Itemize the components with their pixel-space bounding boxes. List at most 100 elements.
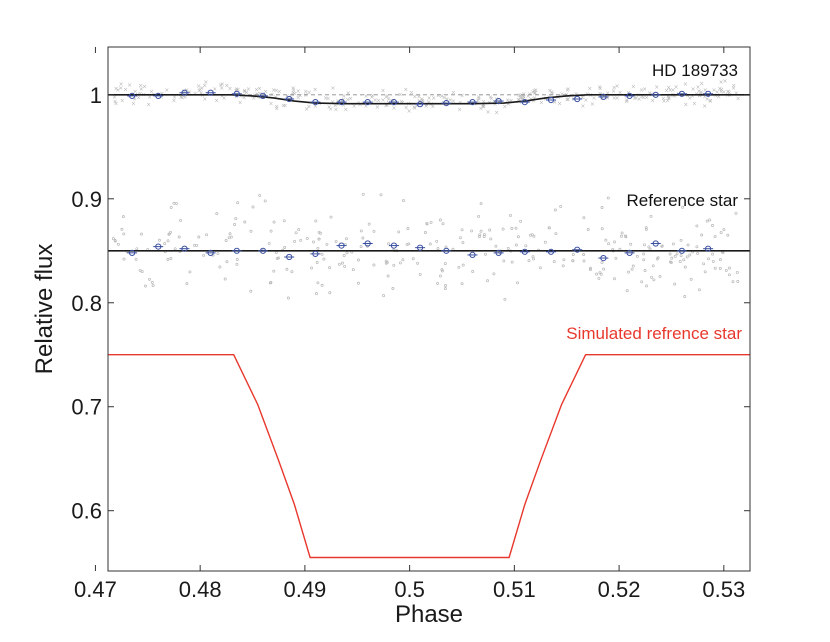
- raw-point-reference: [225, 260, 229, 264]
- raw-point-target: ×: [391, 105, 396, 112]
- raw-point-target: ×: [661, 96, 666, 103]
- raw-point-reference: [600, 261, 604, 264]
- raw-point-target: ×: [666, 85, 671, 92]
- raw-point-target: ×: [291, 85, 296, 92]
- raw-point-reference: [514, 243, 518, 247]
- raw-point-reference: [718, 258, 722, 262]
- raw-point-target: ×: [133, 88, 138, 95]
- raw-point-target: ×: [412, 105, 417, 112]
- raw-point-reference: [627, 270, 631, 274]
- raw-point-target: ×: [147, 94, 152, 101]
- raw-point-target: ×: [242, 95, 247, 102]
- binned-point: [286, 253, 293, 261]
- raw-point-reference: [461, 263, 465, 267]
- raw-point-reference: [502, 259, 506, 263]
- raw-point-target: ×: [112, 98, 117, 105]
- raw-point-reference: [397, 230, 401, 234]
- raw-point-reference: [385, 260, 389, 264]
- raw-point-reference: [506, 247, 510, 250]
- raw-point-target: ×: [543, 95, 548, 102]
- raw-point-reference: [269, 229, 273, 233]
- raw-point-target: ×: [633, 95, 638, 102]
- raw-point-reference: [696, 251, 700, 255]
- raw-point-target: ×: [142, 83, 147, 90]
- raw-point-reference: [470, 229, 474, 233]
- raw-point-reference: [516, 235, 520, 239]
- raw-point-reference: [695, 224, 699, 228]
- raw-point-reference: [673, 254, 677, 258]
- binned-point: [469, 251, 476, 258]
- raw-point-reference: [607, 242, 611, 246]
- raw-point-target: ×: [612, 95, 617, 102]
- raw-point-target: ×: [352, 103, 357, 110]
- raw-point-reference: [386, 274, 390, 278]
- raw-point-target: ×: [601, 92, 606, 99]
- raw-point-reference: [471, 270, 475, 273]
- raw-point-target: ×: [238, 93, 243, 100]
- raw-point-reference: [372, 229, 376, 233]
- binned-point: [469, 99, 476, 106]
- raw-point-reference: [509, 213, 512, 217]
- raw-point-target: ×: [478, 106, 483, 113]
- raw-point-reference: [361, 192, 365, 196]
- raw-point-reference: [243, 220, 247, 224]
- x-tick-label: 0.49: [283, 577, 326, 602]
- raw-point-reference: [367, 222, 371, 226]
- raw-point-target: ×: [277, 89, 282, 96]
- raw-point-reference: [489, 237, 493, 241]
- raw-point-reference: [282, 219, 286, 223]
- raw-point-reference: [351, 268, 355, 272]
- raw-point-target: ×: [494, 110, 499, 117]
- y-tick-label: 0.6: [71, 499, 102, 524]
- raw-point-target: ×: [199, 85, 204, 92]
- raw-point-reference: [553, 208, 557, 212]
- raw-point-target: ×: [403, 87, 408, 94]
- raw-point-target: ×: [708, 97, 713, 104]
- raw-point-reference: [135, 247, 139, 251]
- raw-point-reference: [501, 227, 505, 231]
- binned-point: [600, 93, 607, 101]
- raw-point-reference: [438, 218, 442, 222]
- raw-point-target: ×: [670, 87, 675, 94]
- raw-point-target: ×: [119, 81, 124, 88]
- annotation-hd189733: HD 189733: [652, 61, 738, 80]
- series-line-0: [108, 94, 750, 105]
- raw-point-target: ×: [178, 94, 183, 101]
- raw-point-reference: [595, 272, 599, 276]
- raw-point-reference: [604, 238, 608, 242]
- raw-point-reference: [679, 254, 683, 258]
- raw-point-reference: [345, 251, 349, 255]
- raw-point-reference: [185, 282, 189, 286]
- raw-point-reference: [249, 229, 253, 233]
- y-tick-label: 0.8: [71, 291, 102, 316]
- raw-point-target: ×: [335, 101, 340, 108]
- raw-point-reference: [293, 239, 297, 243]
- raw-point-reference: [547, 226, 551, 230]
- raw-point-reference: [543, 240, 547, 244]
- raw-point-reference: [736, 280, 740, 283]
- raw-point-target: ×: [666, 96, 671, 103]
- raw-point-reference: [328, 291, 332, 295]
- raw-point-target: ×: [268, 101, 273, 108]
- raw-point-reference: [614, 256, 618, 260]
- raw-point-target: ×: [430, 104, 435, 111]
- raw-point-reference: [269, 281, 273, 284]
- raw-point-reference: [122, 232, 126, 236]
- raw-point-target: ×: [197, 88, 202, 95]
- raw-point-reference: [650, 275, 654, 279]
- raw-point-target: ×: [218, 82, 223, 89]
- raw-point-reference: [387, 242, 391, 246]
- raw-point-reference: [602, 267, 606, 271]
- raw-point-target: ×: [725, 92, 730, 99]
- raw-point-target: ×: [385, 93, 390, 100]
- series-line-4: [108, 354, 750, 559]
- raw-point-target: ×: [457, 106, 462, 113]
- raw-point-reference: [319, 231, 322, 235]
- raw-point-target: ×: [591, 95, 596, 102]
- raw-point-target: ×: [600, 95, 605, 102]
- binned-point: [521, 99, 528, 106]
- raw-point-reference: [316, 281, 320, 285]
- raw-point-reference: [642, 258, 646, 262]
- raw-point-target: ×: [533, 90, 538, 97]
- raw-point-reference: [174, 201, 178, 205]
